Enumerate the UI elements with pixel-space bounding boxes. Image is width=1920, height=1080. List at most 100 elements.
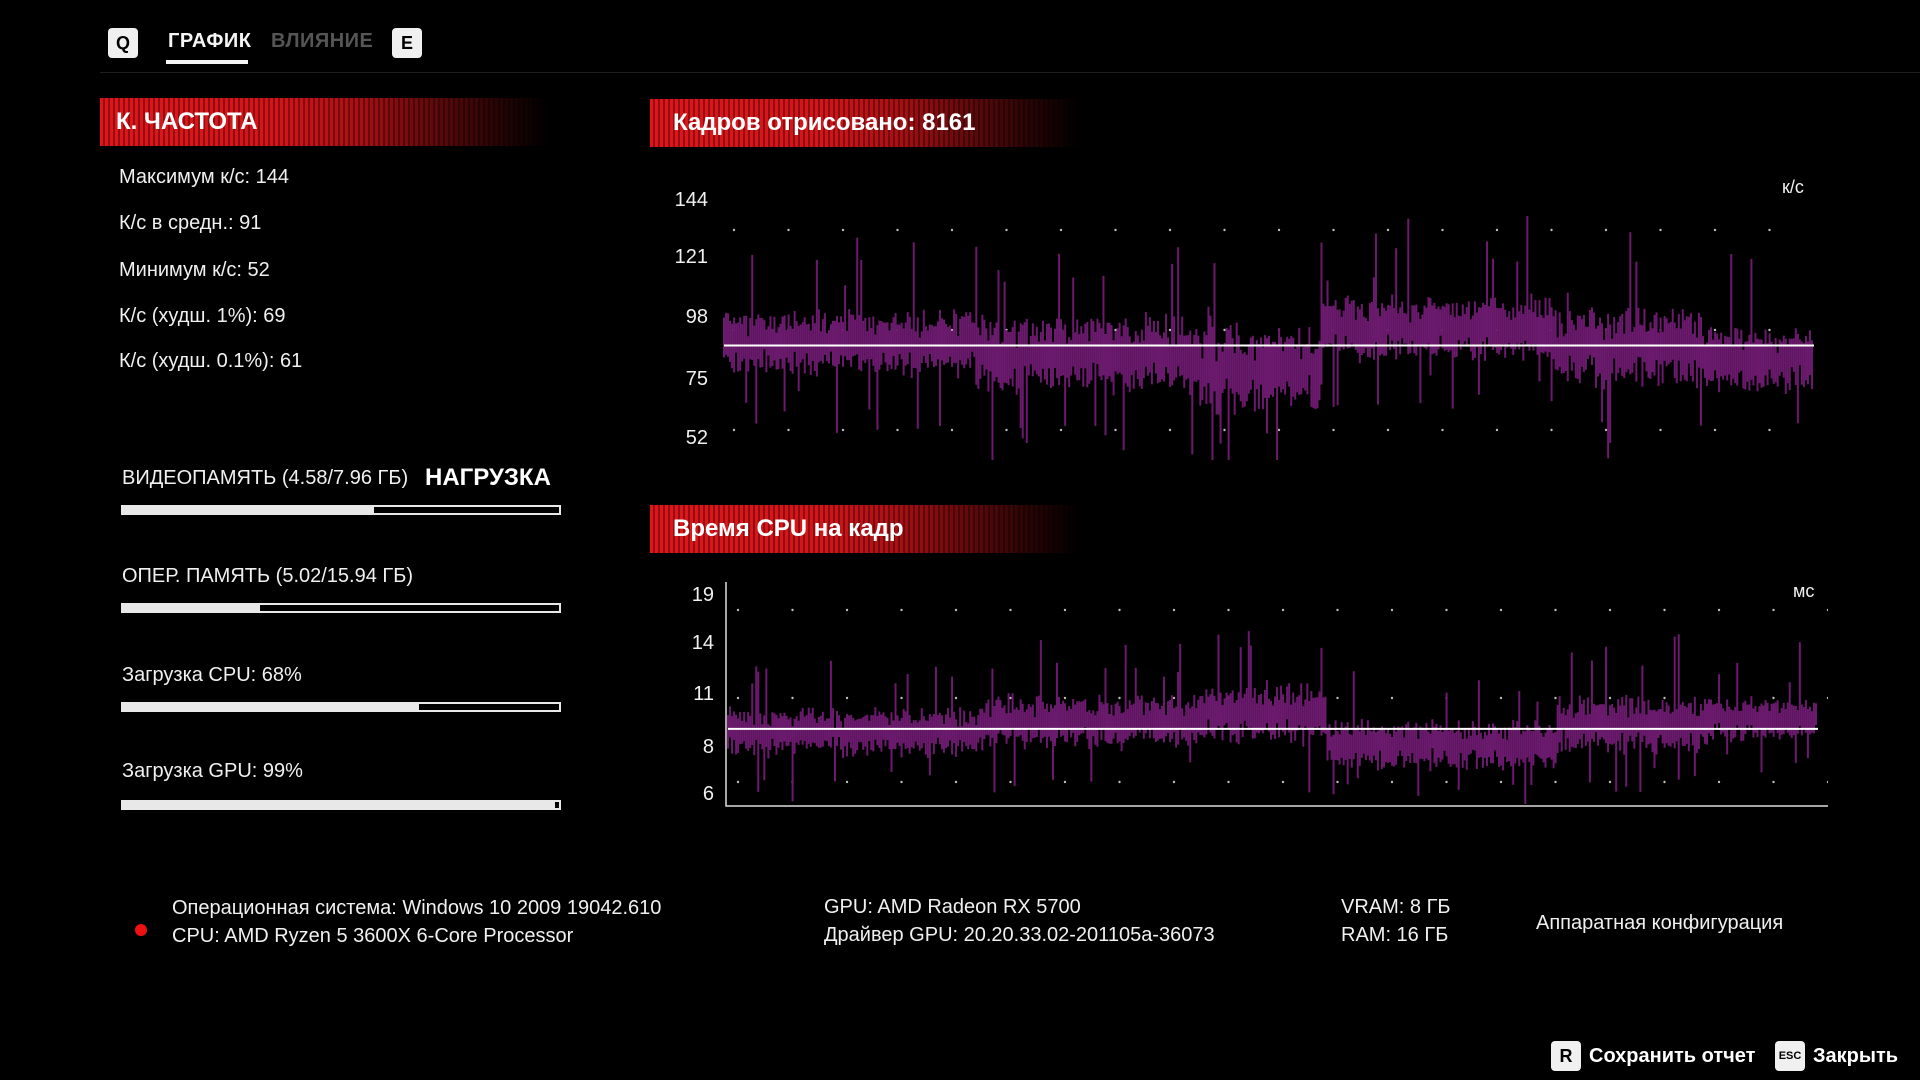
grid-dot [1277, 228, 1281, 232]
grid-dot [845, 608, 849, 612]
grid-dot [896, 428, 899, 432]
fps-tick-75: 75 [685, 368, 708, 390]
grid-dot [1713, 328, 1717, 332]
grid-dot [1717, 780, 1721, 784]
grid-dot [1114, 328, 1117, 332]
hardware-config-link[interactable]: Аппаратная конфигурация [1536, 912, 1784, 934]
grid-dot [1172, 696, 1176, 700]
vram-bar-fill [123, 507, 374, 513]
grid-dot [787, 228, 790, 232]
grid-dot [1118, 696, 1121, 700]
header-divider [100, 72, 1920, 73]
vram-bar [121, 505, 561, 515]
grid-dot [1336, 608, 1339, 612]
grid-dot [1499, 696, 1503, 700]
fps-chart-title: Кадров отрисовано: 8161 [673, 109, 976, 136]
grid-dot [1059, 428, 1063, 432]
grid-dot [841, 228, 845, 232]
grid-dot [1659, 228, 1662, 232]
grid-dot [1499, 780, 1503, 784]
cpu-tick-8: 8 [702, 736, 714, 758]
r-key-badge: R [1551, 1041, 1581, 1071]
grid-dot [1168, 228, 1172, 232]
grid-dot [1659, 428, 1662, 432]
tab-impact[interactable]: ВЛИЯНИЕ [271, 30, 374, 52]
grid-dot [1608, 780, 1612, 784]
gpu-load-bar [121, 800, 561, 810]
grid-dot [1495, 228, 1499, 232]
gpu-load-bar-fill [123, 802, 555, 808]
ram-label: ОПЕР. ПАМЯТЬ (5.02/15.94 ГБ) [122, 565, 414, 587]
gpu-info: GPU: AMD Radeon RX 5700 [824, 896, 1081, 918]
grid-dot [1550, 428, 1553, 432]
grid-dot [845, 780, 849, 784]
grid-dot [1332, 228, 1335, 232]
save-report-button[interactable]: R Сохранить отчет [1551, 1041, 1755, 1071]
cpu-tick-11: 11 [693, 683, 714, 705]
grid-dot [1386, 228, 1390, 232]
save-report-label: Сохранить отчет [1589, 1045, 1756, 1067]
grid-dot [954, 608, 958, 612]
grid-dot [1063, 696, 1067, 700]
grid-dot [896, 228, 899, 232]
grid-dot [1114, 228, 1117, 232]
grid-dot [950, 428, 954, 432]
fps-tick-98: 98 [685, 306, 708, 328]
cpu-tick-6: 6 [702, 783, 714, 805]
grid-dot [950, 228, 954, 232]
q-key-badge[interactable]: Q [108, 28, 138, 58]
cpu-tick-14: 14 [691, 632, 714, 654]
grid-dot [1554, 696, 1557, 700]
grid-dot [787, 428, 790, 432]
active-tab-underline [166, 60, 248, 64]
fps-tick-144: 144 [674, 189, 708, 211]
grid-dot [732, 228, 736, 232]
chart-axes [725, 582, 1828, 807]
tab-graph[interactable]: ГРАФИК [168, 30, 252, 52]
grid-dot [1390, 696, 1394, 700]
close-label: Закрыть [1813, 1045, 1899, 1067]
grid-dot [1826, 696, 1828, 700]
series-fps-svg [723, 216, 1813, 460]
grid-dot [1277, 428, 1281, 432]
grid-dot [1826, 780, 1828, 784]
grid-dot [1608, 696, 1612, 700]
grid-dot [1168, 328, 1172, 332]
grid-dot [1332, 428, 1335, 432]
grid-dot [950, 328, 954, 332]
series-cpu-svg [727, 631, 1817, 804]
ram-bar [121, 603, 561, 613]
stat-01pct-low: К/с (худш. 0.1%): 61 [119, 350, 303, 372]
grid-dot [1768, 328, 1771, 332]
grid-dot [1114, 428, 1117, 432]
close-button[interactable]: ESC Закрыть [1775, 1041, 1898, 1071]
ram-info: RAM: 16 ГБ [1341, 924, 1449, 946]
e-key-badge[interactable]: E [392, 28, 422, 58]
grid-dot [736, 608, 740, 612]
grid-dot [1227, 780, 1230, 784]
grid-dot [1554, 608, 1557, 612]
grid-dot [1005, 428, 1008, 432]
grid-dot [1063, 608, 1067, 612]
grid-dot [1390, 780, 1394, 784]
stat-1pct-low: К/с (худш. 1%): 69 [119, 305, 286, 327]
cpu-unit-label: мс [1793, 581, 1815, 601]
grid-dot [1063, 780, 1067, 784]
grid-dot [1227, 608, 1230, 612]
stat-avg-fps: К/с в средн.: 91 [119, 212, 262, 234]
load-heading: НАГРУЗКА [425, 464, 551, 491]
grid-dot [1772, 608, 1775, 612]
grid-dot [791, 608, 794, 612]
cpu-load-bar-fill [123, 704, 420, 710]
framerate-title: К. ЧАСТОТА [116, 108, 258, 135]
grid-dot [732, 428, 736, 432]
driver-info: Драйвер GPU: 20.20.33.02-201105a-36073 [824, 924, 1215, 946]
grid-dot [1009, 696, 1012, 700]
grid-dot [1445, 780, 1448, 784]
fps-tick-121: 121 [674, 246, 708, 268]
grid-dot [1059, 228, 1063, 232]
cpu-load-label: Загрузка CPU: 68% [122, 664, 302, 686]
grid-dot [1768, 428, 1771, 432]
grid-dot [1663, 780, 1666, 784]
ram-bar-fill [123, 605, 261, 611]
